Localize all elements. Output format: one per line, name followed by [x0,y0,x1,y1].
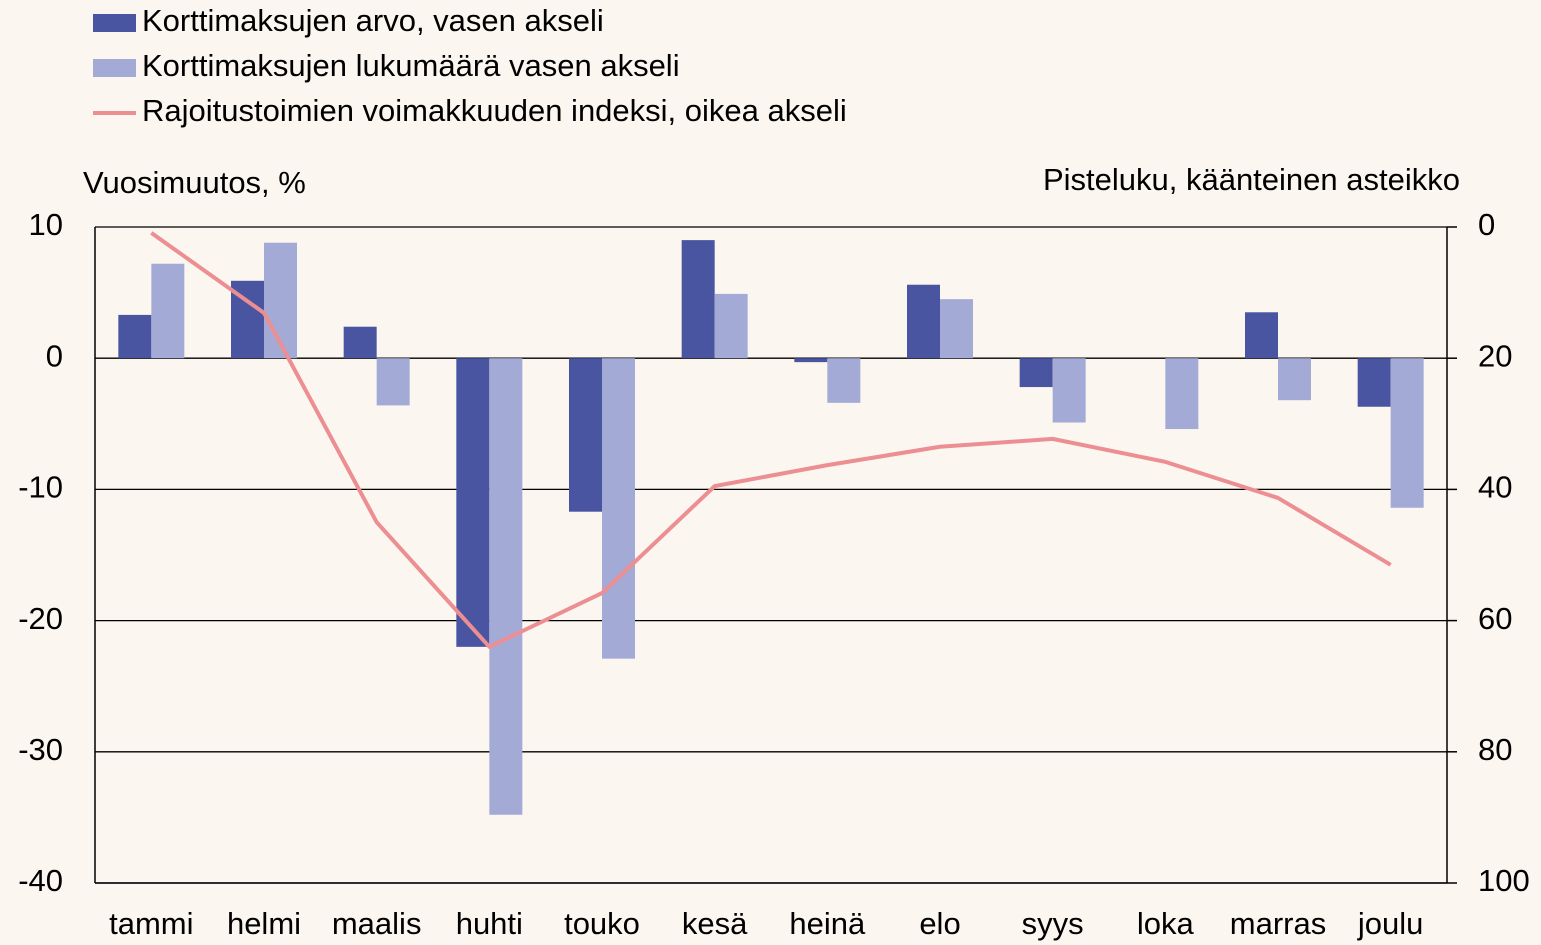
x-tick-label: syys [1022,906,1084,941]
bar [907,284,940,359]
bar [1052,358,1086,423]
line [150,231,1392,649]
bar [1278,358,1311,401]
bar [118,314,152,359]
y-tick-label: 0 [46,338,63,373]
x-tick-label: heinä [789,906,866,941]
bar [376,358,410,406]
bar [1019,358,1053,388]
x-tick-label: joulu [1357,906,1424,941]
x-tick-label: loka [1137,906,1195,941]
x-tick-label: huhti [456,906,523,941]
y-tick-label: 10 [29,207,63,242]
bar [1165,358,1199,430]
x-tick-label: tammi [109,906,193,941]
y2-tick-label: 20 [1478,338,1512,373]
left-axis-label: Vuosimuutos, % [83,165,306,200]
x-tick-label: touko [564,906,640,941]
bar [827,358,861,403]
bar [569,358,602,512]
y-tick-label: -40 [18,863,63,898]
bar [681,240,715,359]
y2-tick-label: 60 [1478,601,1512,636]
y2-tick-label: 80 [1478,732,1512,767]
y-tick-label: -20 [18,601,63,636]
bar [456,358,490,647]
legend-label: Rajoitustoimien voimakkuuden indeksi, oi… [142,93,847,128]
bar [343,326,377,359]
legend-label: Korttimaksujen arvo, vasen akseli [142,3,604,38]
y2-tick-label: 100 [1478,863,1530,898]
bar [602,358,635,659]
legend-swatch [93,59,136,77]
bar [1357,358,1391,407]
x-tick-label: maalis [332,906,422,941]
right-axis-label: Pisteluku, käänteinen asteikko [1043,162,1460,197]
legend-label: Korttimaksujen lukumäärä vasen akseli [142,48,680,83]
bar [1390,358,1424,508]
bar [714,293,748,359]
bar [264,242,297,359]
y-tick-label: -10 [18,470,63,505]
bar [940,299,973,359]
x-tick-label: marras [1230,906,1326,941]
bar [794,358,828,363]
x-tick-label: helmi [227,906,301,941]
bar [151,263,185,359]
x-tick-label: elo [919,906,960,941]
bar [489,358,523,815]
y2-tick-label: 0 [1478,207,1495,242]
y2-tick-label: 40 [1478,470,1512,505]
legend-swatch [93,14,136,32]
y-tick-label: -30 [18,732,63,767]
x-tick-label: kesä [682,906,748,941]
bar [1245,312,1278,359]
